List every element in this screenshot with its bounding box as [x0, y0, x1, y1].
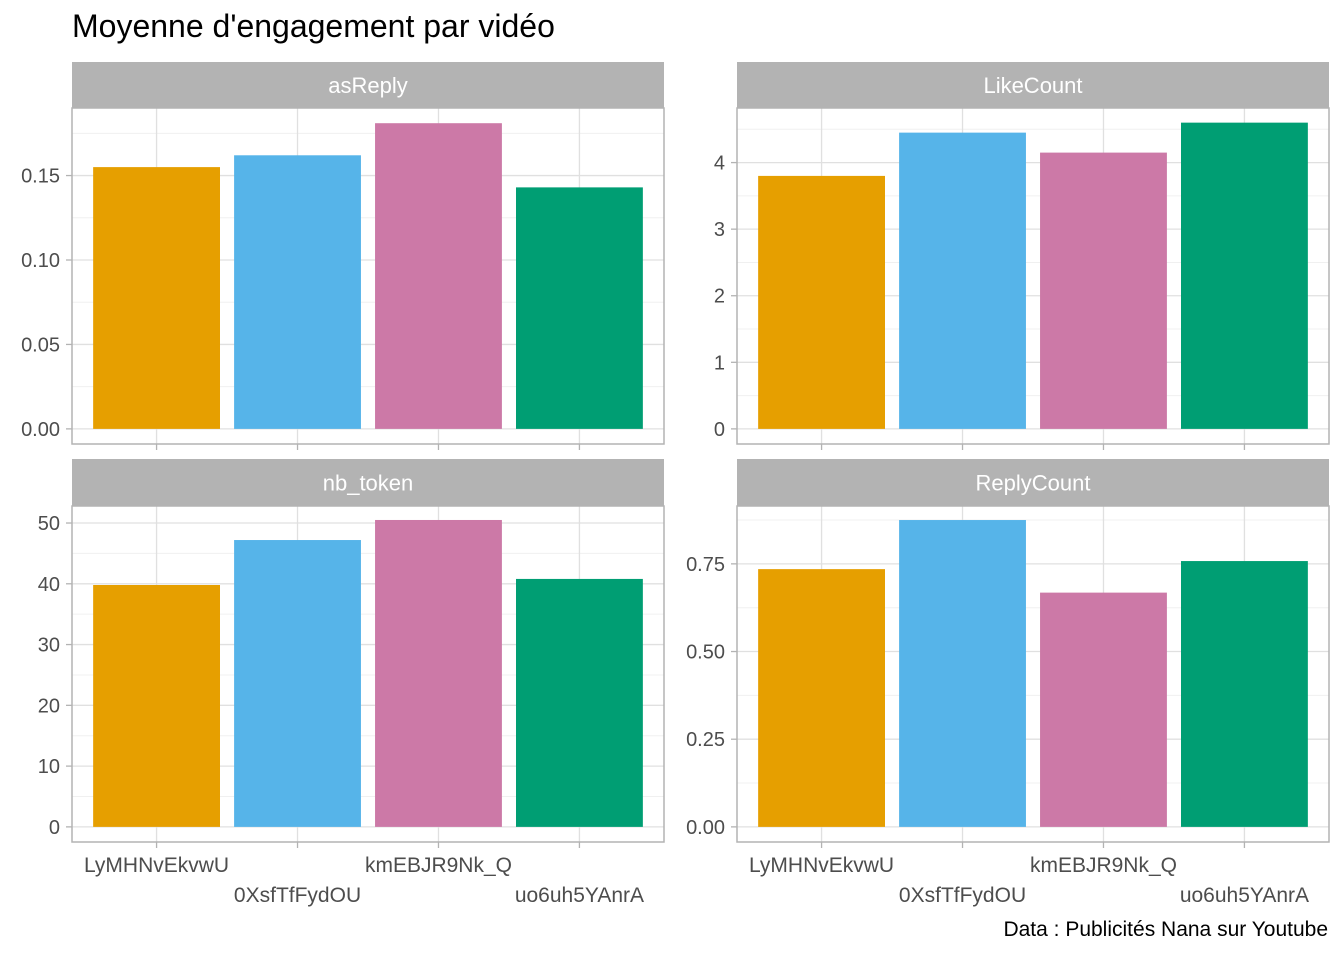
y-tick-label: 20	[38, 695, 60, 717]
bar-LyMHNvEkvwU	[758, 569, 885, 827]
panel-border	[736, 505, 1330, 843]
panel-border	[71, 505, 665, 843]
bar-0XsfTfFydOU	[234, 540, 361, 827]
y-tick-label: 10	[38, 756, 60, 778]
facet-label: nb_token	[323, 471, 414, 496]
y-tick-label: 0.50	[686, 642, 725, 664]
panel-border	[71, 107, 665, 445]
x-tick-label: kmEBJR9Nk_Q	[1030, 854, 1177, 877]
panel-ReplyCount: ReplyCount 0.00 0.25 0.50 0.75 LyMHNvEkvwU0Xs…	[686, 459, 1330, 907]
bar-LyMHNvEkvwU	[93, 167, 220, 429]
y-tick-label: 2	[714, 286, 725, 308]
y-tick-label: 3	[714, 219, 725, 241]
bar-uo6uh5YAnrA	[516, 578, 643, 827]
x-tick-label: uo6uh5YAnrA	[1180, 884, 1309, 907]
bar-0XsfTfFydOU	[899, 132, 1026, 429]
bar-uo6uh5YAnrA	[516, 187, 643, 429]
bar-0XsfTfFydOU	[899, 520, 1026, 827]
panel-border	[736, 107, 1330, 445]
bar-uo6uh5YAnrA	[1181, 561, 1308, 827]
bar-kmEBJR9Nk_Q	[375, 519, 502, 827]
y-tick-label: 4	[714, 153, 725, 175]
bar-uo6uh5YAnrA	[1181, 122, 1308, 429]
y-tick-label: 0	[49, 817, 60, 839]
y-tick-label: 1	[714, 352, 725, 374]
bar-kmEBJR9Nk_Q	[1040, 152, 1167, 429]
panel-LikeCount: LikeCount 0 1 2 3 4	[714, 62, 1330, 450]
y-tick-label: 50	[38, 513, 60, 535]
facet-strip	[737, 62, 1329, 108]
y-tick-label: 30	[38, 635, 60, 657]
bar-kmEBJR9Nk_Q	[375, 123, 502, 429]
x-tick-label: 0XsfTfFydOU	[234, 884, 361, 907]
bar-kmEBJR9Nk_Q	[1040, 592, 1167, 827]
bar-LyMHNvEkvwU	[758, 175, 885, 429]
facet-strip	[737, 459, 1329, 506]
y-tick-label: 0.75	[686, 554, 725, 576]
x-tick-label: kmEBJR9Nk_Q	[365, 854, 512, 877]
facet-label: asReply	[328, 73, 407, 98]
y-tick-label: 40	[38, 574, 60, 596]
facet-strip	[72, 459, 664, 506]
facet-label: ReplyCount	[976, 471, 1091, 496]
x-tick-label: 0XsfTfFydOU	[899, 884, 1026, 907]
chart-caption: Data : Publicités Nana sur Youtube	[1003, 918, 1328, 941]
y-tick-label: 0.00	[21, 419, 60, 441]
facet-label: LikeCount	[983, 73, 1082, 98]
y-tick-label: 0.10	[21, 250, 60, 272]
x-tick-label: LyMHNvEkvwU	[749, 854, 894, 877]
chart-title: Moyenne d'engagement par vidéo	[72, 8, 555, 44]
bar-LyMHNvEkvwU	[93, 585, 220, 827]
y-tick-label: 0.15	[21, 166, 60, 188]
bar-0XsfTfFydOU	[234, 155, 361, 429]
panel-asReply: asReply 0.00 0.05 0.10 0.15	[21, 62, 665, 450]
x-tick-label: uo6uh5YAnrA	[515, 884, 644, 907]
y-tick-label: 0.25	[686, 729, 725, 751]
y-tick-label: 0.00	[686, 817, 725, 839]
panel-nb_token: nb_token 0 10 20 30 40 50 LyMHNvEkvwU0XsfTfFydO…	[38, 459, 665, 907]
y-tick-label: 0.05	[21, 334, 60, 356]
x-tick-label: LyMHNvEkvwU	[84, 854, 229, 877]
facet-strip	[72, 62, 664, 108]
y-tick-label: 0	[714, 419, 725, 441]
